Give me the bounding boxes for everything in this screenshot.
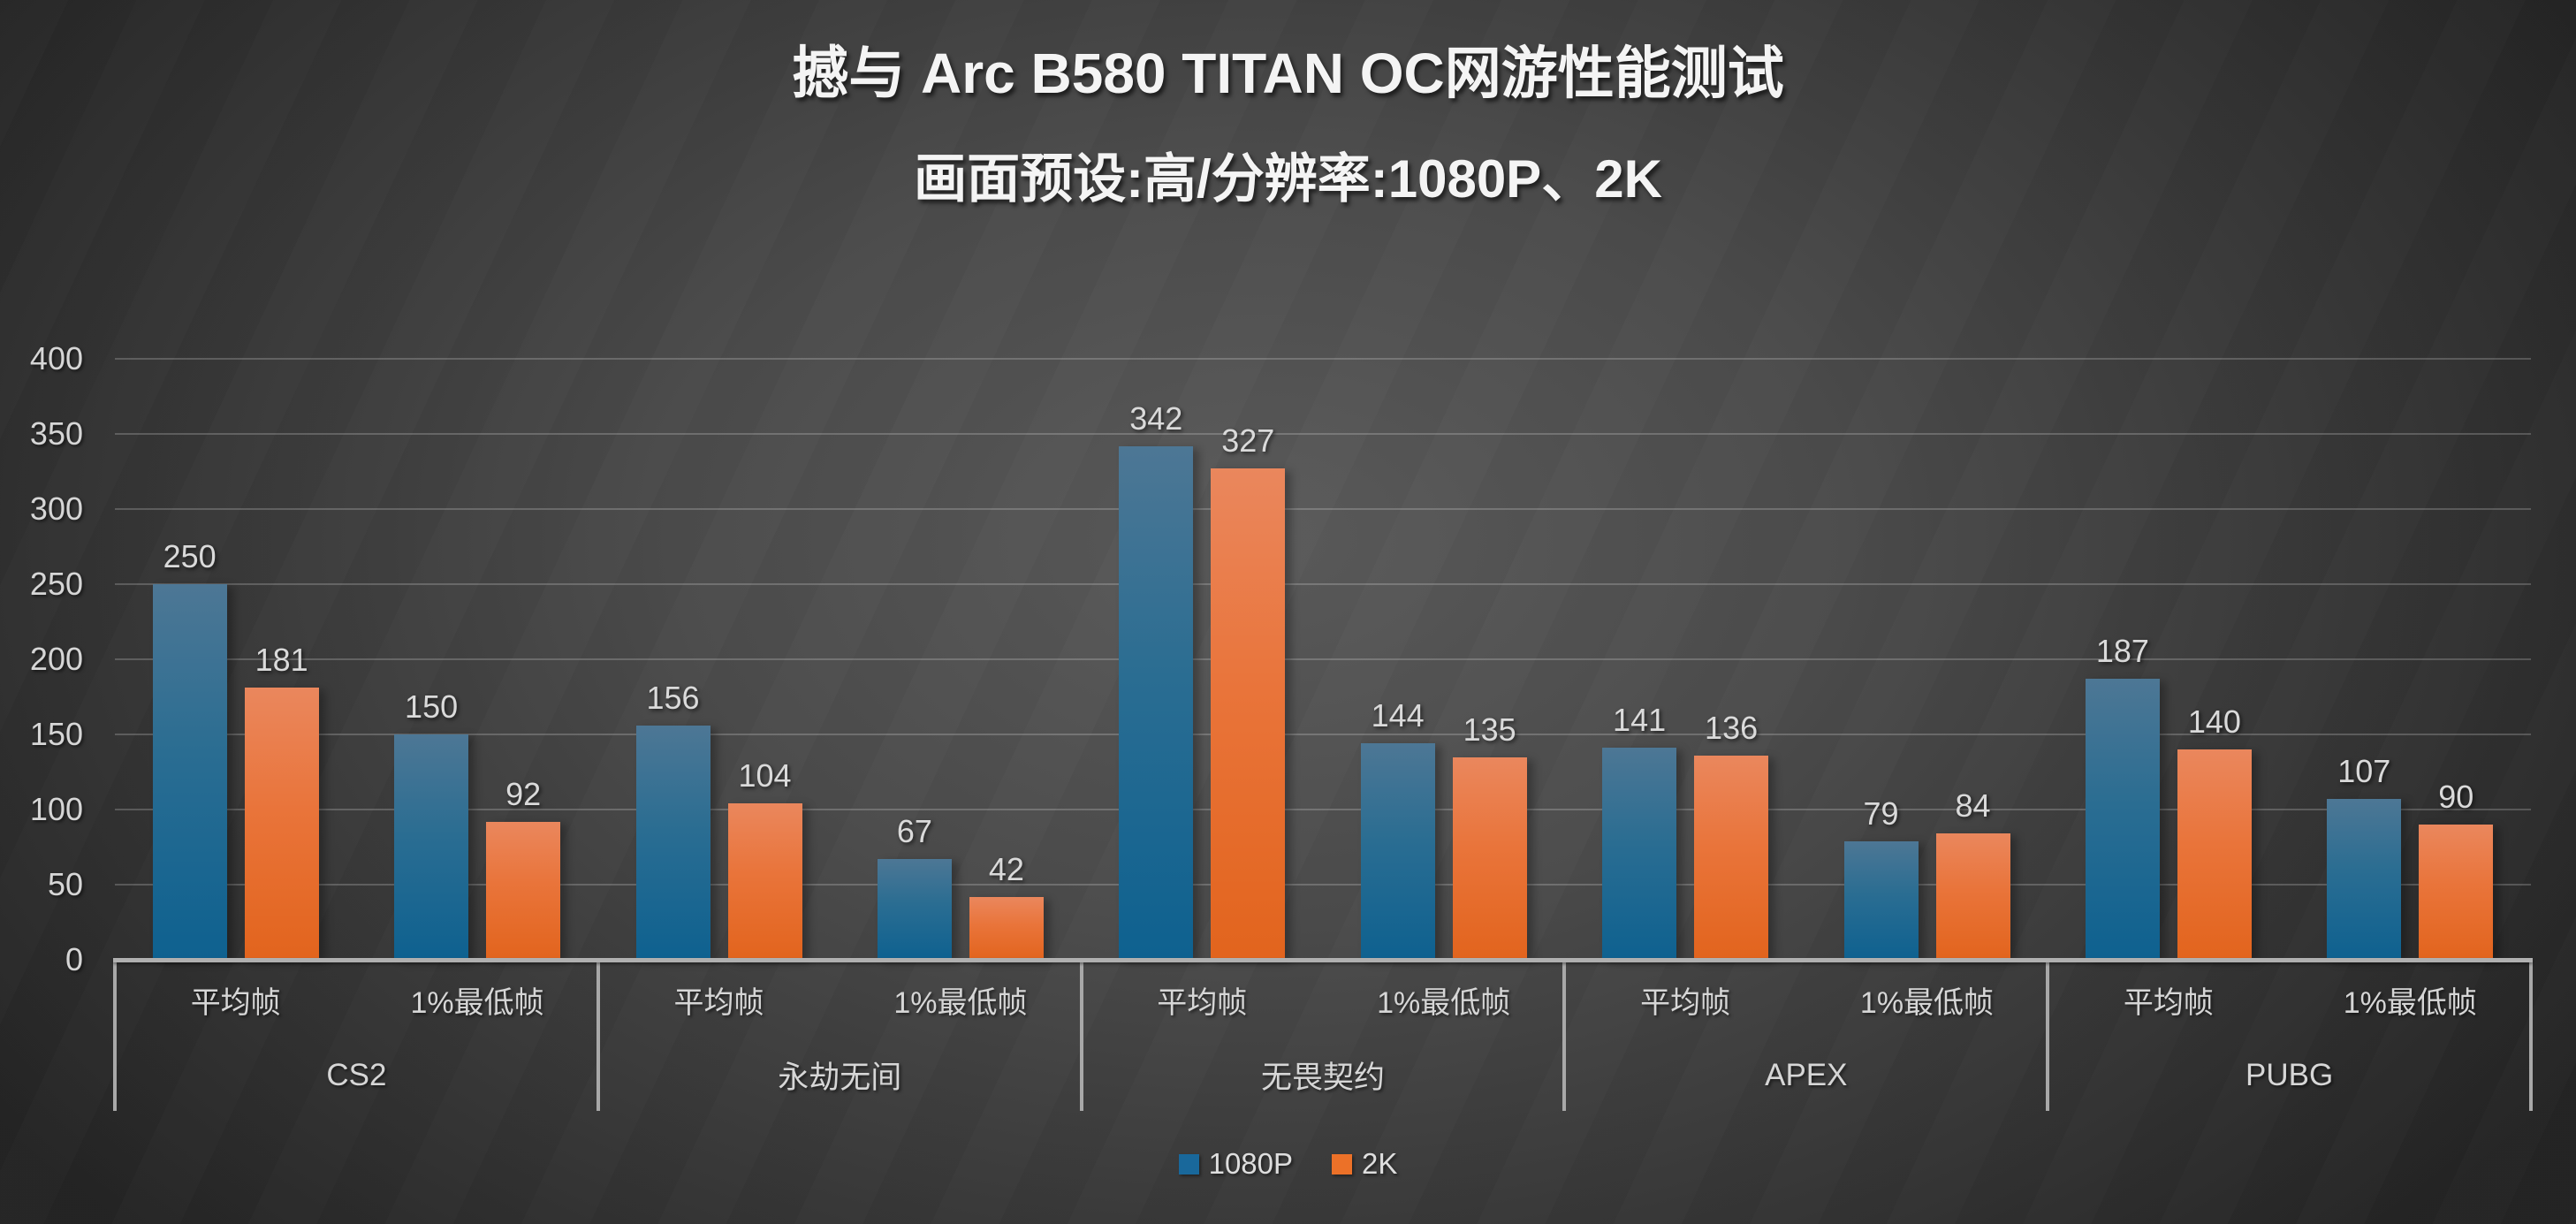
bar-value-label: 79 (1863, 794, 1899, 832)
bar-2k (1935, 833, 2010, 960)
bar-value-label: 42 (988, 850, 1024, 887)
bar-value-label: 187 (2095, 633, 2149, 670)
bar-value-label: 67 (896, 813, 932, 850)
category-label: 永劫无间 (778, 1061, 902, 1095)
category-label: 无畏契约 (1260, 1061, 1385, 1095)
legend-item-1080p: 1080P (1178, 1147, 1294, 1181)
subcategory-label: 1%最低帧 (1859, 985, 1995, 1020)
subcategory-label: 1%最低帧 (410, 985, 544, 1020)
category-label: PUBG (2245, 1057, 2334, 1092)
bar-1080p (394, 734, 469, 960)
bar-value-label: 136 (1705, 709, 1759, 746)
gridline (115, 508, 2531, 510)
bar-value-label: 141 (1613, 702, 1667, 739)
bar-value-label: 342 (1129, 399, 1183, 437)
bar-value-label: 135 (1463, 711, 1516, 748)
subcategory-label: 平均帧 (673, 985, 764, 1020)
bar-value-label: 250 (163, 538, 217, 574)
bar-1080p (2085, 679, 2160, 960)
category-label: CS2 (326, 1057, 387, 1092)
y-axis-tick-label: 100 (29, 791, 83, 827)
y-axis-tick-label: 0 (65, 941, 83, 977)
category-separator (1079, 960, 1083, 1111)
category-separator (1562, 960, 1567, 1111)
bar-value-label: 327 (1221, 422, 1275, 460)
subcategory-label: 平均帧 (1157, 985, 1248, 1020)
bar-1080p (1602, 748, 1677, 960)
y-axis-tick-label: 350 (29, 415, 83, 452)
bar-2k (1211, 468, 1286, 960)
gridline (115, 809, 2531, 810)
bar-1080p (1119, 445, 1194, 960)
legend: 1080P 2K (0, 1144, 2576, 1184)
bar-1080p (877, 859, 952, 960)
gridline (115, 583, 2531, 585)
bar-2k (727, 803, 802, 960)
category-label: APEX (1765, 1057, 1848, 1092)
subcategory-label: 1%最低帧 (893, 985, 1028, 1020)
category-separator (2529, 960, 2533, 1111)
y-axis-tick-label: 400 (29, 340, 83, 376)
bar-1080p (1360, 743, 1435, 960)
subcategory-label: 平均帧 (2123, 985, 2214, 1020)
chart-title: 撼与 Arc B580 TITAN OC网游性能测试 (792, 42, 1784, 105)
category-separator (596, 960, 600, 1111)
x-axis-line (113, 958, 2533, 962)
subcategory-label: 1%最低帧 (1377, 985, 1511, 1020)
bar-2k (2419, 825, 2494, 960)
bar-value-label: 104 (738, 757, 792, 794)
bar-value-label: 150 (405, 688, 459, 725)
bar-2k (244, 688, 319, 960)
y-axis-tick-label: 250 (29, 566, 83, 602)
bar-1080p (2327, 799, 2402, 960)
legend-swatch (1178, 1153, 1199, 1175)
bar-1080p (635, 725, 710, 960)
gridline (115, 734, 2531, 735)
bar-value-label: 107 (2337, 753, 2391, 790)
bar-2k (969, 896, 1044, 960)
y-axis-tick-label: 50 (47, 866, 83, 902)
gridline (115, 658, 2531, 660)
y-axis-tick-label: 200 (29, 641, 83, 677)
bar-value-label: 84 (1955, 787, 1991, 825)
category-separator (2046, 960, 2050, 1111)
legend-swatch (1332, 1153, 1353, 1175)
bar-value-label: 140 (2187, 703, 2241, 740)
subcategory-label: 平均帧 (1640, 985, 1731, 1020)
legend-item-2k: 2K (1332, 1147, 1397, 1181)
subcategory-label: 1%最低帧 (2343, 985, 2477, 1020)
bar-value-label: 156 (646, 679, 700, 716)
bar-value-label: 90 (2438, 779, 2474, 815)
category-separator (113, 960, 117, 1111)
chart-subtitle: 画面预设:高/分辨率:1080P、2K (914, 149, 1662, 209)
bar-1080p (152, 584, 227, 960)
y-axis-tick-label: 150 (29, 716, 83, 752)
bar-2k (1452, 756, 1527, 960)
bar-1080p (1843, 840, 1919, 960)
legend-label: 2K (1362, 1147, 1398, 1180)
gridline (115, 358, 2531, 360)
subcategory-label: 平均帧 (190, 985, 281, 1020)
bar-2k (2177, 749, 2252, 960)
bar-value-label: 181 (255, 642, 308, 679)
bar-2k (1694, 755, 1769, 960)
y-axis-tick-label: 300 (29, 490, 83, 527)
gridline (115, 884, 2531, 886)
bar-2k (486, 821, 561, 960)
bar-value-label: 144 (1371, 697, 1425, 734)
legend-label: 1080P (1208, 1147, 1294, 1180)
bar-value-label: 92 (505, 775, 542, 812)
gridline (115, 433, 2531, 435)
